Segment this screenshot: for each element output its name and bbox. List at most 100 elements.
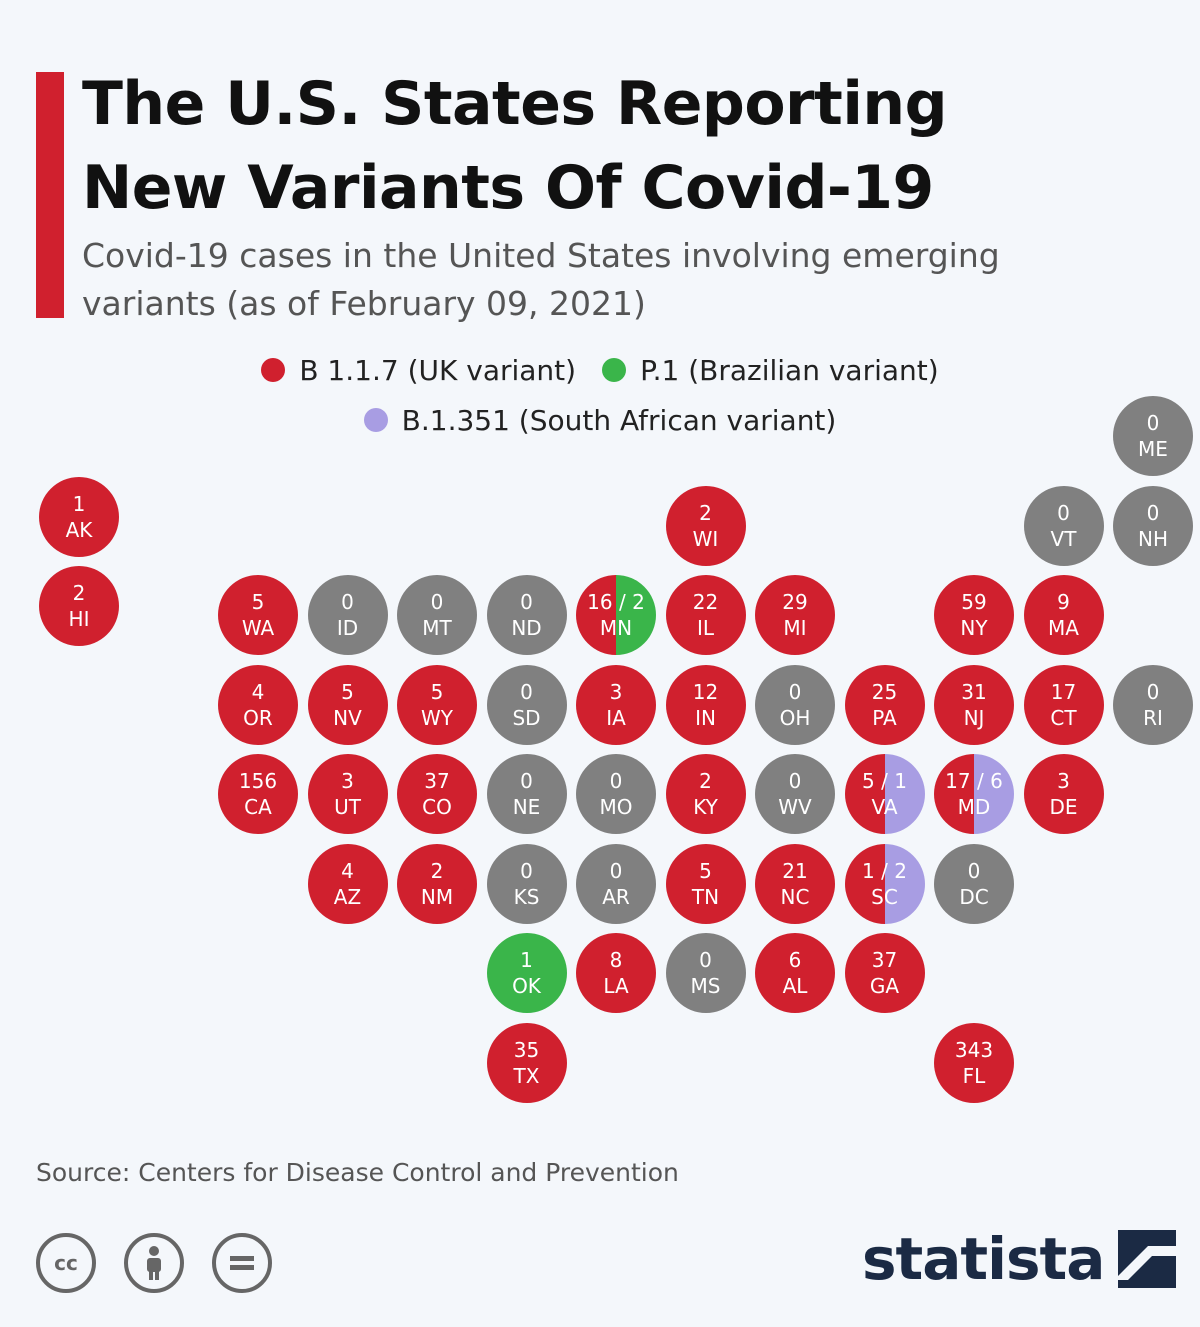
state-abbr: PA <box>872 705 897 730</box>
state-value: 17 / 6 <box>945 769 1003 793</box>
state-value: 12 <box>692 679 719 704</box>
state-tile-wv: 0 WV <box>755 754 835 834</box>
state-value: 0 <box>430 590 444 614</box>
state-value: 2 <box>699 500 712 525</box>
state-abbr: IN <box>695 705 716 730</box>
state-tile-ri: 0 RI <box>1113 664 1193 745</box>
state-tile-sc: 1 / 2 SC <box>844 843 925 924</box>
state-tile-ar: 0 AR <box>576 843 656 924</box>
state-value: 0 <box>788 769 802 793</box>
state-abbr: WA <box>241 616 275 640</box>
no-derivatives-icon[interactable] <box>212 1233 272 1293</box>
legend-label-uk: B 1.1.7 (UK variant) <box>299 353 577 387</box>
state-tile-ak: 1 AK <box>39 476 119 557</box>
accent-bar <box>36 72 64 318</box>
state-value: 0 <box>967 858 981 883</box>
state-tile-ky: 2 KY <box>665 754 746 834</box>
state-value: 4 <box>341 858 354 883</box>
state-value: 0 <box>1146 411 1160 435</box>
state-abbr: MD <box>957 795 991 819</box>
state-value: 6 <box>788 948 802 972</box>
state-value: 3 <box>341 769 354 793</box>
state-tile-hi: 2 HI <box>39 566 119 647</box>
attribution-icon[interactable] <box>124 1233 184 1293</box>
state-tile-nj: 31 NJ <box>934 664 1014 745</box>
state-tile-vt: 0 VT <box>1023 485 1104 566</box>
state-value: 2 <box>699 769 712 793</box>
state-value: 5 <box>251 590 265 614</box>
state-tile-ms: 0 MS <box>665 933 746 1013</box>
state-value: 0 <box>520 590 533 614</box>
creative-commons-icon[interactable]: cc <box>36 1233 96 1293</box>
state-abbr: NE <box>512 795 541 819</box>
state-value: 5 <box>341 679 354 704</box>
state-tile-tn: 5 TN <box>665 843 746 924</box>
legend-label-sa: B.1.351 (South African variant) <box>401 403 837 437</box>
state-tile-az: 4 AZ <box>307 843 388 924</box>
state-value: 37 <box>424 769 450 793</box>
state-abbr: NM <box>420 884 454 909</box>
state-tile-nd: 0 ND <box>486 575 567 655</box>
state-abbr: CO <box>422 795 452 819</box>
state-abbr: NY <box>960 616 988 640</box>
state-value: 37 <box>871 948 898 972</box>
state-tile-or: 4 OR <box>218 664 298 745</box>
state-value: 5 <box>430 679 444 704</box>
state-value: 2 <box>430 858 444 883</box>
state-tile-mi: 29 MI <box>755 575 835 655</box>
state-tile-va: 5 / 1 VA <box>844 754 925 834</box>
state-value: 0 <box>341 590 354 614</box>
state-tile-ok: 1 OK <box>486 933 567 1013</box>
state-value: 35 <box>513 1037 540 1062</box>
state-value: 16 / 2 <box>587 590 645 614</box>
state-abbr: AK <box>65 517 93 542</box>
state-abbr: TN <box>691 884 720 909</box>
state-abbr: MN <box>599 616 633 640</box>
state-abbr: HI <box>68 607 90 632</box>
state-abbr: AZ <box>333 884 362 909</box>
state-abbr: IA <box>606 705 626 730</box>
state-abbr: MA <box>1048 616 1079 640</box>
state-abbr: LA <box>603 974 629 998</box>
state-value: 8 <box>609 948 623 972</box>
state-abbr: TX <box>513 1063 540 1088</box>
legend-item-uk: B 1.1.7 (UK variant) <box>261 354 576 387</box>
state-tile-mn: 16 / 2 MN <box>576 575 656 655</box>
state-abbr: DE <box>1049 795 1078 819</box>
state-tile-nh: 0 NH <box>1113 485 1193 566</box>
state-abbr: IL <box>696 616 715 640</box>
state-abbr: WV <box>778 795 812 819</box>
state-value: 31 <box>961 679 987 704</box>
state-tile-ne: 0 NE <box>486 754 567 834</box>
state-tile-fl: 343 FL <box>934 1022 1014 1103</box>
state-value: 1 / 2 <box>862 858 907 883</box>
title-line-2: New Variants Of Covid-19 <box>82 153 934 223</box>
statista-brand[interactable]: statista <box>862 1225 1177 1293</box>
state-tile-me: 0 ME <box>1113 396 1193 476</box>
state-abbr: MS <box>690 974 721 998</box>
state-value: 17 <box>1050 679 1077 704</box>
state-abbr: KY <box>693 795 718 819</box>
state-abbr: OR <box>243 705 273 730</box>
legend-row-2: B.1.351 (South African variant) <box>150 395 1050 445</box>
state-tile-mt: 0 MT <box>397 575 477 655</box>
state-tile-ct: 17 CT <box>1023 664 1104 745</box>
state-tile-ma: 9 MA <box>1023 575 1104 655</box>
state-tile-al: 6 AL <box>755 933 835 1013</box>
state-abbr: FL <box>962 1063 986 1088</box>
state-value: 156 <box>238 769 278 793</box>
chart-title: The U.S. States Reporting New Variants O… <box>82 62 948 230</box>
state-tile-il: 22 IL <box>665 575 746 655</box>
state-tile-mo: 0 MO <box>576 754 656 834</box>
state-abbr: OH <box>779 705 811 730</box>
state-abbr: DC <box>959 884 989 909</box>
state-abbr: SD <box>512 705 541 730</box>
state-value: 22 <box>692 590 719 614</box>
state-value: 3 <box>1057 769 1070 793</box>
state-abbr: NV <box>333 705 362 730</box>
state-abbr: UT <box>334 795 361 819</box>
state-abbr: AL <box>782 974 808 998</box>
state-abbr: ND <box>511 616 542 640</box>
state-abbr: NH <box>1138 526 1168 551</box>
state-tile-de: 3 DE <box>1023 754 1104 834</box>
